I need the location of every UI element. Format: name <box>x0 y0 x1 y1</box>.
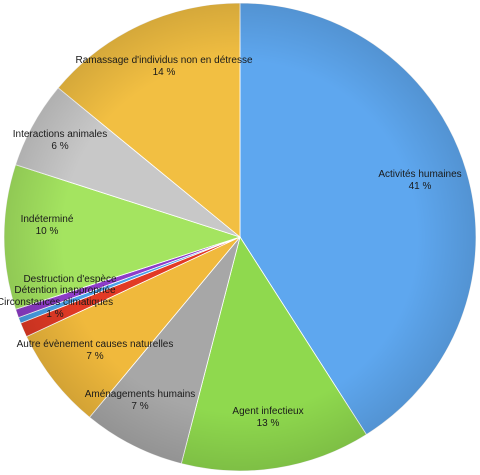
slice-label-name: Ramassage d'individus non en détresse <box>75 55 252 66</box>
slice-label-interactions-animales: Interactions animales 6 % <box>13 129 108 152</box>
slice-label-name: Autre évènement causes naturelles <box>17 339 174 350</box>
slice-label-value: 7 % <box>86 351 103 362</box>
slice-label-detention-inappropriee: Détention inappropriée <box>14 285 116 296</box>
slice-label-destruction-d-espece: Destruction d'espèce <box>23 274 117 285</box>
slice-labels: Activités humaines 41 % Agent infectieux 13… <box>0 55 462 429</box>
slice-label-agent-infectieux: Agent infectieux 13 % <box>232 406 303 429</box>
slice-label-value: 1 % <box>46 309 63 320</box>
slice-label-name: Activités humaines <box>378 169 461 180</box>
slice-label-ramassage-d-individus-non-en-detresse: Ramassage d'individus non en détresse 14 … <box>75 55 252 78</box>
slice-label-name: Destruction d'espèce <box>23 274 117 285</box>
slice-label-name: Aménagements humains <box>85 389 196 400</box>
pie-slices <box>3 2 477 472</box>
slice-label-indetermine: Indéterminé 10 % <box>21 214 74 237</box>
slice-label-circonstances-climatiques: Circonstances climatiques 1 % <box>0 297 113 320</box>
slice-label-name: Circonstances climatiques <box>0 297 113 308</box>
slice-label-value: 10 % <box>36 226 59 237</box>
slice-label-value: 14 % <box>153 67 176 78</box>
slice-label-name: Interactions animales <box>13 129 108 140</box>
slice-label-autre-evenement-causes-naturelles: Autre évènement causes naturelles 7 % <box>17 339 174 362</box>
slice-label-value: 41 % <box>409 181 432 192</box>
slice-label-name: Agent infectieux <box>232 406 303 417</box>
slice-label-name: Détention inappropriée <box>14 285 116 296</box>
slice-label-value: 6 % <box>51 141 68 152</box>
slice-label-value: 13 % <box>257 418 280 429</box>
slice-label-name: Indéterminé <box>21 214 74 225</box>
slice-label-amenagements-humains: Aménagements humains 7 % <box>85 389 196 412</box>
slice-label-value: 7 % <box>131 401 148 412</box>
slice-label-activites-humaines: Activités humaines 41 % <box>378 169 461 192</box>
